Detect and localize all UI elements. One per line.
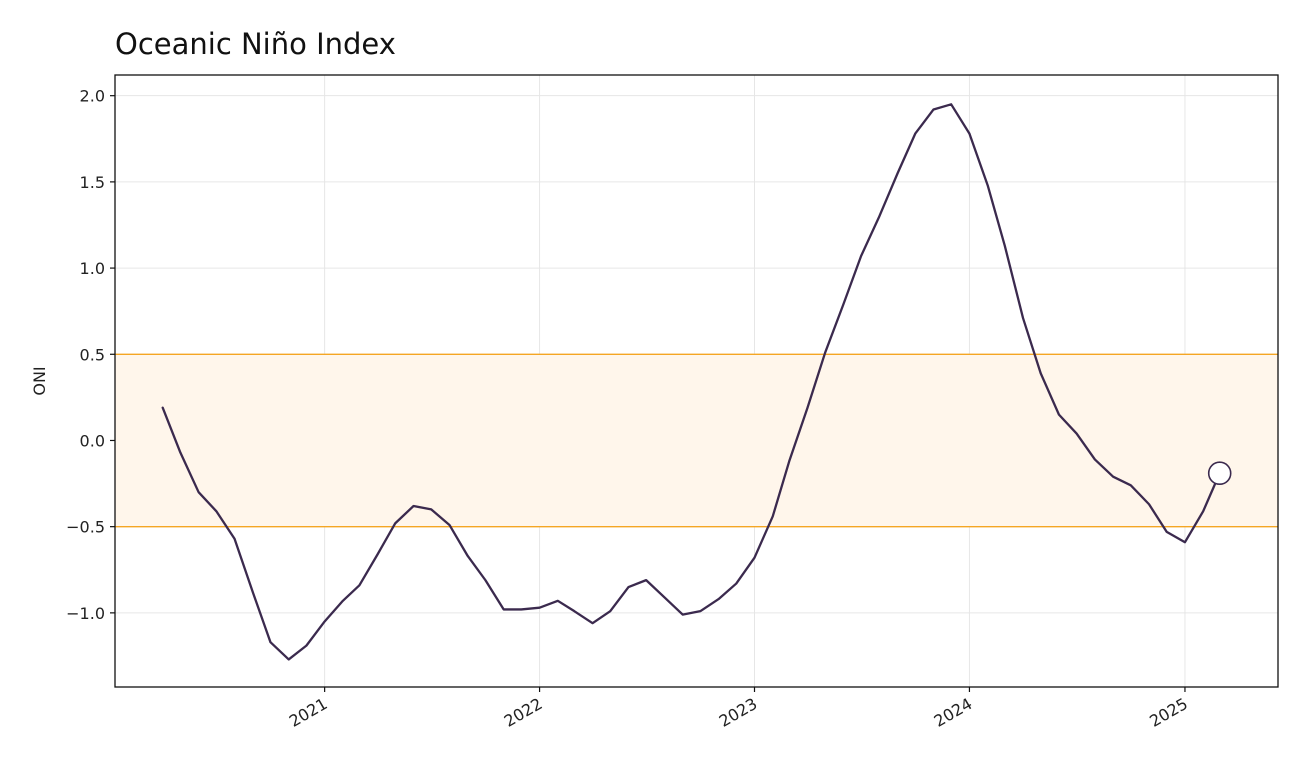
- x-tick-label: 2021: [286, 694, 331, 731]
- y-tick-label: 1.0: [80, 259, 105, 278]
- x-tick-label: 2023: [716, 694, 761, 731]
- y-tick-label: 0.0: [80, 431, 105, 450]
- x-tick-label: 2024: [931, 694, 976, 731]
- y-axis-ticks: 2.0 1.5 1.0 0.5 0.0 −0.5 −1.0: [66, 87, 115, 623]
- x-tick-label: 2022: [501, 694, 546, 731]
- series-layer: [161, 103, 1232, 661]
- y-tick-label: 1.5: [80, 173, 105, 192]
- y-axis-label: ONI: [30, 366, 49, 395]
- chart-title: Oceanic Niño Index: [115, 27, 396, 61]
- y-tick-label: 2.0: [80, 87, 105, 106]
- neutral-band: [115, 353, 1278, 528]
- y-tick-label: −0.5: [66, 518, 105, 537]
- neutral-band-fill: [115, 354, 1278, 527]
- latest-value-marker: [1207, 461, 1232, 486]
- y-tick-label: 0.5: [80, 345, 105, 364]
- y-tick-label: −1.0: [66, 604, 105, 623]
- oni-series-line: [161, 103, 1221, 661]
- x-tick-label: 2025: [1146, 694, 1191, 731]
- x-axis-ticks: 2021 2022 2023 2024 2025: [286, 687, 1191, 731]
- plot-frame: [114, 74, 1279, 688]
